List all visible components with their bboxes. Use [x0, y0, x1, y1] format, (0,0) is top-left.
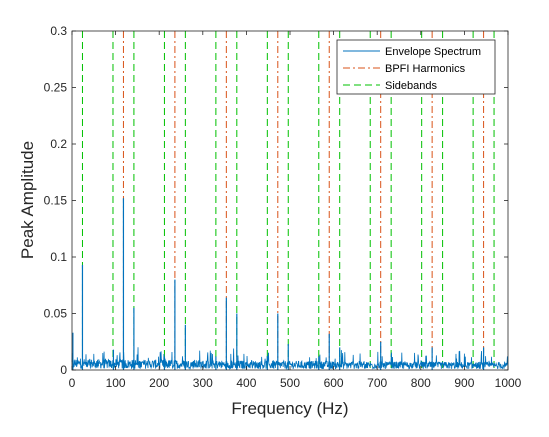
y-tick-label: 0.2 [50, 137, 67, 151]
y-axis-title: Peak Amplitude [18, 141, 37, 259]
x-tick-label: 700 [367, 376, 387, 390]
x-tick-label: 0 [69, 376, 76, 390]
x-axis-title: Frequency (Hz) [231, 399, 348, 418]
x-axis: 0 100 200 300 400 500 600 700 800 900 1000 [69, 31, 522, 390]
envelope-spectrum [71, 198, 509, 371]
x-tick-label: 200 [149, 376, 169, 390]
legend-box [336, 39, 496, 95]
x-tick-label: 800 [411, 376, 431, 390]
y-tick-label: 0.3 [50, 24, 67, 38]
y-tick-label: 0.25 [44, 81, 68, 95]
y-tick-label: 0.1 [50, 250, 67, 264]
legend-label-envelope-spectrum: Envelope Spectrum [385, 46, 481, 58]
legend-label-bpfi-harmonics: BPFI Harmonics [385, 63, 466, 75]
spectrum-line [71, 347, 509, 371]
y-tick-label: 0 [60, 363, 67, 377]
x-tick-label: 400 [236, 376, 256, 390]
x-tick-label: 300 [193, 376, 213, 390]
legend-label-sidebands: Sidebands [385, 80, 437, 92]
x-tick-label: 900 [454, 376, 474, 390]
legend: Envelope Spectrum BPFI Harmonics Sideban… [336, 39, 496, 95]
y-tick-label: 0.15 [44, 194, 68, 208]
y-tick-label: 0.05 [44, 307, 68, 321]
x-tick-label: 100 [106, 376, 126, 390]
x-tick-label: 1000 [495, 376, 522, 390]
x-tick-label: 500 [280, 376, 300, 390]
x-tick-label: 600 [324, 376, 344, 390]
y-axis: 0 0.05 0.1 0.15 0.2 0.25 0.3 [44, 24, 508, 377]
